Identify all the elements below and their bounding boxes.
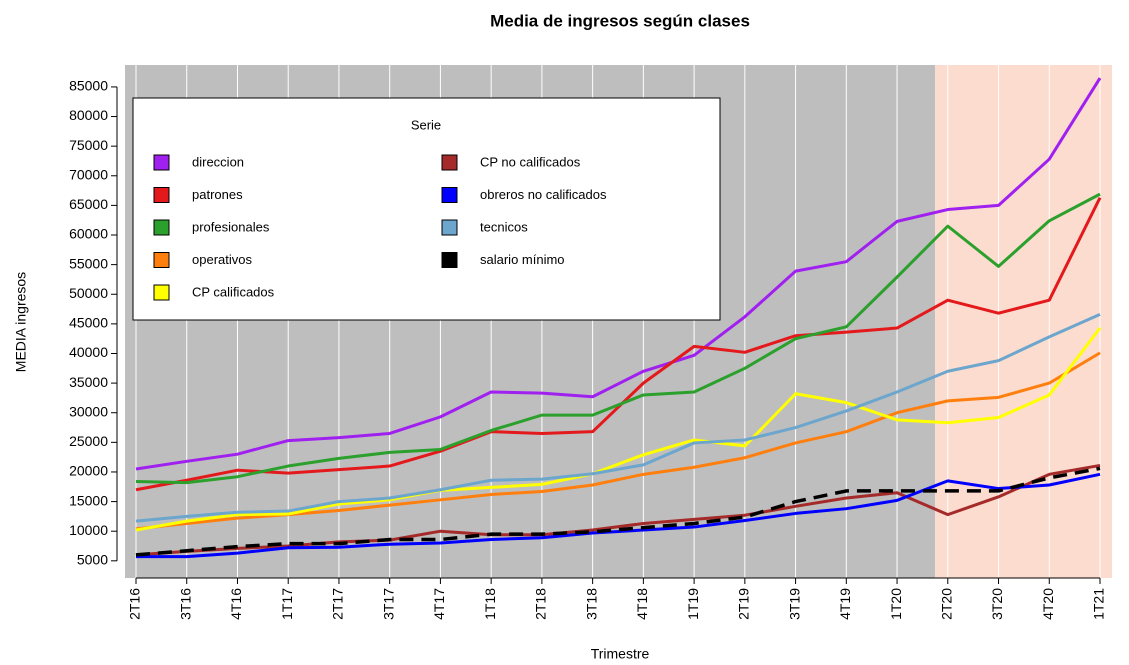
series-line: [135, 351, 1101, 531]
y-tick-label: 35000: [69, 374, 108, 390]
y-tick-label: 75000: [69, 137, 108, 153]
y-tick-label: 20000: [69, 463, 108, 479]
y-tick-label: 5000: [77, 552, 108, 568]
legend-swatch: [153, 219, 170, 236]
x-tick-label: 4T17: [431, 588, 447, 620]
y-tick-label: 65000: [69, 196, 108, 212]
series-line: [135, 327, 1102, 532]
y-tick-label: 60000: [69, 226, 108, 242]
y-tick-label: 80000: [69, 107, 108, 123]
x-tick-label: 2T20: [938, 588, 954, 620]
legend-label: CP no calificados: [480, 154, 581, 169]
legend-label: CP calificados: [192, 284, 275, 299]
legend-swatch: [153, 187, 170, 203]
legend-swatch: [153, 154, 170, 171]
legend-swatch: [441, 187, 458, 203]
y-tick-label: 45000: [69, 315, 108, 331]
legend-label: profesionales: [192, 219, 270, 234]
legend-box: [132, 97, 721, 321]
x-tick-label: 1T21: [1091, 588, 1107, 620]
y-tick-label: 85000: [69, 78, 108, 94]
legend-title: Serie: [411, 117, 441, 132]
y-tick-label: 30000: [69, 403, 108, 419]
x-tick-label: 4T18: [634, 588, 650, 620]
legend-swatch: [441, 219, 458, 236]
legend-label: operativos: [192, 252, 252, 267]
legend-swatch: [441, 252, 458, 268]
x-tick-label: 1T19: [685, 588, 701, 620]
x-tick-label: 2T16: [127, 588, 143, 620]
x-tick-label: 4T19: [837, 588, 853, 620]
legend-swatch: [153, 284, 170, 301]
x-tick-label: 3T16: [177, 588, 193, 620]
y-tick-label: 25000: [69, 433, 108, 449]
x-tick-label: 2T19: [736, 588, 752, 620]
y-axis-label: MEDIA ingresos: [13, 272, 29, 372]
legend-label: obreros no calificados: [480, 187, 607, 202]
y-tick-label: 40000: [69, 344, 108, 360]
series-line: [135, 77, 1102, 471]
x-axis-label: Trimestre: [591, 646, 650, 662]
series-line: [136, 472, 1101, 559]
legend-label: patrones: [192, 187, 243, 202]
y-tick-label: 55000: [69, 255, 108, 271]
x-tick-label: 1T18: [482, 588, 498, 620]
x-tick-label: 3T19: [786, 588, 802, 620]
x-tick-label: 4T20: [1040, 588, 1056, 620]
y-tick-label: 10000: [69, 522, 108, 538]
series-line: [135, 466, 1101, 557]
series-line: [135, 197, 1102, 492]
y-tick-label: 70000: [69, 166, 108, 182]
x-tick-label: 2T17: [330, 588, 346, 620]
x-tick-label: 1T17: [279, 588, 295, 620]
legend-swatch: [441, 154, 458, 171]
x-tick-label: 1T20: [888, 588, 904, 620]
chart-title: Media de ingresos según clases: [490, 11, 750, 30]
legend-label: salario mínimo: [480, 252, 565, 267]
x-tick-label: 4T16: [228, 588, 244, 620]
y-tick-label: 50000: [69, 285, 108, 301]
x-tick-label: 2T18: [533, 588, 549, 620]
x-tick-label: 3T18: [583, 588, 599, 620]
y-tick-label: 15000: [69, 492, 108, 508]
legend-label: direccion: [192, 154, 244, 169]
series-line: [135, 313, 1101, 523]
legend-swatch: [153, 252, 170, 268]
x-tick-label: 3T20: [989, 588, 1005, 620]
legend-label: tecnicos: [480, 219, 528, 234]
x-tick-label: 3T17: [380, 588, 396, 620]
series-line: [135, 192, 1101, 485]
